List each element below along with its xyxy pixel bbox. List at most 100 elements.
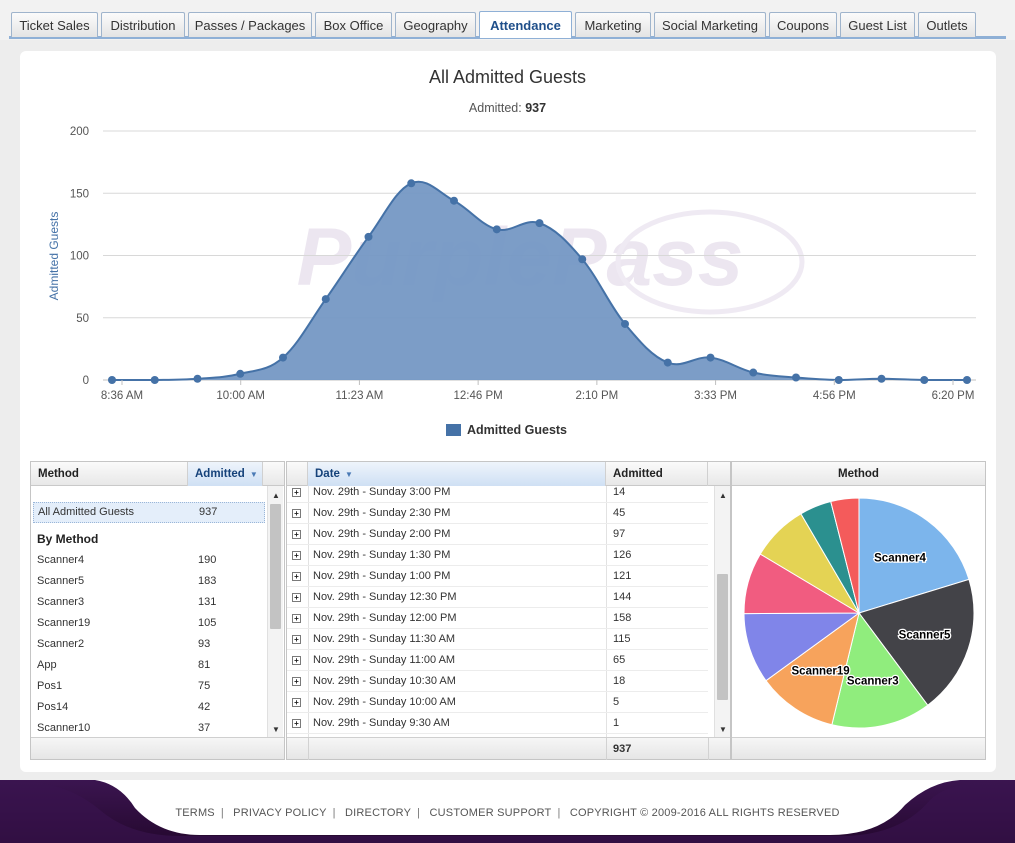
chart-legend-item[interactable]: Admitted Guests bbox=[446, 423, 567, 437]
tab-attendance[interactable]: Attendance bbox=[479, 11, 572, 38]
expand-plus-icon[interactable]: + bbox=[292, 697, 301, 707]
expand-plus-icon[interactable]: + bbox=[292, 592, 301, 602]
data-point[interactable] bbox=[792, 373, 800, 382]
data-point[interactable] bbox=[920, 376, 929, 384]
data-point[interactable] bbox=[578, 255, 587, 264]
method-row[interactable]: Scanner19 105 bbox=[31, 612, 265, 633]
pie-slice[interactable] bbox=[830, 497, 860, 614]
data-point[interactable] bbox=[279, 353, 287, 362]
tab-passes-packages[interactable]: Passes / Packages bbox=[188, 12, 312, 37]
date-value: Nov. 29th - Sunday 10:30 AM bbox=[313, 675, 456, 687]
data-point[interactable] bbox=[749, 368, 758, 377]
date-column-header[interactable]: Date ▼ bbox=[308, 462, 606, 486]
date-row[interactable]: + Nov. 29th - Sunday 9:30 AM 1 bbox=[287, 713, 708, 734]
data-point[interactable] bbox=[150, 376, 159, 384]
date-value: Nov. 29th - Sunday 12:00 PM bbox=[313, 612, 457, 624]
date-row[interactable]: + Nov. 29th - Sunday 10:00 AM 5 bbox=[287, 692, 708, 713]
method-row[interactable]: Scanner4 190 bbox=[31, 549, 265, 570]
tab-geography[interactable]: Geography bbox=[395, 12, 476, 37]
expand-plus-icon[interactable]: + bbox=[292, 718, 301, 728]
x-tick-label: 4:56 PM bbox=[813, 390, 856, 402]
date-row[interactable]: + Nov. 29th - Sunday 3:00 PM 14 bbox=[287, 482, 708, 503]
data-point[interactable] bbox=[364, 232, 373, 241]
method-column-header[interactable]: Method bbox=[31, 462, 188, 486]
date-row[interactable]: + Nov. 29th - Sunday 12:30 PM 144 bbox=[287, 587, 708, 608]
date-row[interactable]: + Nov. 29th - Sunday 1:30 PM 126 bbox=[287, 545, 708, 566]
data-point[interactable] bbox=[963, 376, 971, 384]
method-row[interactable]: Scanner10 37 bbox=[31, 717, 265, 738]
date-row[interactable]: + Nov. 29th - Sunday 11:30 AM 115 bbox=[287, 629, 708, 650]
footer-link-directory[interactable]: DIRECTORY bbox=[344, 807, 412, 819]
method-admitted-value: 105 bbox=[198, 616, 217, 629]
footer-link-customer-support[interactable]: CUSTOMER SUPPORT bbox=[429, 807, 552, 819]
data-point[interactable] bbox=[450, 196, 458, 205]
date-row[interactable]: + Nov. 29th - Sunday 10:30 AM 18 bbox=[287, 671, 708, 692]
pie-slice[interactable] bbox=[858, 578, 975, 706]
date-row[interactable]: + Nov. 29th - Sunday 1:00 PM 121 bbox=[287, 566, 708, 587]
date-row[interactable]: + Nov. 29th - Sunday 2:00 PM 97 bbox=[287, 524, 708, 545]
pie-slice[interactable] bbox=[831, 611, 929, 729]
pie-slice[interactable] bbox=[858, 497, 970, 614]
method-row[interactable]: Scanner5 183 bbox=[31, 570, 265, 591]
data-point[interactable] bbox=[321, 295, 330, 304]
method-row[interactable]: Pos14 42 bbox=[31, 696, 265, 717]
total-row[interactable]: All Admitted Guests 937 bbox=[33, 502, 265, 523]
pie-slice[interactable] bbox=[743, 612, 861, 682]
date-row[interactable]: + Nov. 29th - Sunday 2:30 PM 45 bbox=[287, 503, 708, 524]
tab-coupons[interactable]: Coupons bbox=[769, 12, 837, 37]
scroll-down-icon[interactable]: ▼ bbox=[719, 724, 727, 734]
tab-guest-list[interactable]: Guest List bbox=[840, 12, 915, 37]
expand-plus-icon[interactable]: + bbox=[292, 634, 301, 644]
date-admitted-column-header[interactable]: Admitted bbox=[606, 462, 708, 486]
expand-plus-icon[interactable]: + bbox=[292, 571, 301, 581]
expand-plus-icon[interactable]: + bbox=[292, 508, 301, 518]
expand-plus-icon[interactable]: + bbox=[292, 487, 301, 497]
expand-plus-icon[interactable]: + bbox=[292, 613, 301, 623]
scroll-down-icon[interactable]: ▼ bbox=[272, 724, 280, 734]
scroll-thumb[interactable] bbox=[717, 574, 728, 700]
expand-plus-icon[interactable]: + bbox=[292, 655, 301, 665]
date-grid-scrollbar[interactable]: ▲ ▼ bbox=[714, 486, 730, 738]
date-row[interactable]: + Nov. 29th - Sunday 11:00 AM 65 bbox=[287, 650, 708, 671]
scroll-up-icon[interactable]: ▲ bbox=[719, 490, 727, 500]
data-point[interactable] bbox=[492, 225, 501, 234]
expand-plus-icon[interactable]: + bbox=[292, 676, 301, 686]
data-point[interactable] bbox=[834, 376, 843, 384]
data-point[interactable] bbox=[621, 319, 629, 328]
tab-social-marketing[interactable]: Social Marketing bbox=[654, 12, 766, 37]
data-point[interactable] bbox=[706, 353, 715, 362]
footer-link-privacy-policy[interactable]: PRIVACY POLICY bbox=[233, 807, 327, 819]
tab-distribution[interactable]: Distribution bbox=[101, 12, 185, 37]
expand-plus-icon[interactable]: + bbox=[292, 550, 301, 560]
tab-outlets[interactable]: Outlets bbox=[918, 12, 976, 37]
date-admitted-value: 158 bbox=[613, 612, 632, 624]
data-point[interactable] bbox=[877, 374, 886, 383]
method-name: Scanner4 bbox=[37, 553, 85, 566]
data-point[interactable] bbox=[236, 369, 245, 378]
expand-plus-icon[interactable]: + bbox=[292, 529, 301, 539]
date-admitted-value: 126 bbox=[613, 549, 632, 561]
data-point[interactable] bbox=[193, 374, 202, 383]
admitted-column-header[interactable]: Admitted ▼ bbox=[188, 462, 263, 486]
tab-box-office[interactable]: Box Office bbox=[315, 12, 392, 37]
method-row[interactable]: Scanner2 93 bbox=[31, 633, 265, 654]
method-row[interactable]: App 81 bbox=[31, 654, 265, 675]
tab-marketing[interactable]: Marketing bbox=[575, 12, 651, 37]
date-row[interactable]: + Nov. 29th - Sunday 12:00 PM 158 bbox=[287, 608, 708, 629]
date-admitted-value: 1 bbox=[613, 717, 620, 729]
x-tick-label: 6:20 PM bbox=[932, 390, 975, 402]
data-point[interactable] bbox=[108, 376, 116, 384]
tab-ticket-sales[interactable]: Ticket Sales bbox=[11, 12, 98, 37]
footer-links: TERMS | PRIVACY POLICY | DIRECTORY | CUSTOM… bbox=[175, 807, 840, 819]
pie-slice[interactable] bbox=[765, 611, 860, 726]
scroll-thumb[interactable] bbox=[270, 504, 281, 629]
footer-link-terms[interactable]: TERMS bbox=[175, 807, 215, 819]
method-grid-scrollbar[interactable]: ▲ ▼ bbox=[267, 486, 283, 738]
data-point[interactable] bbox=[407, 179, 416, 188]
method-row[interactable]: Pos1 75 bbox=[31, 675, 265, 696]
data-point[interactable] bbox=[535, 219, 544, 228]
method-row[interactable]: Scanner3 131 bbox=[31, 591, 265, 612]
date-admitted-value: 115 bbox=[613, 633, 631, 645]
data-point[interactable] bbox=[663, 358, 672, 367]
scroll-up-icon[interactable]: ▲ bbox=[272, 490, 280, 500]
